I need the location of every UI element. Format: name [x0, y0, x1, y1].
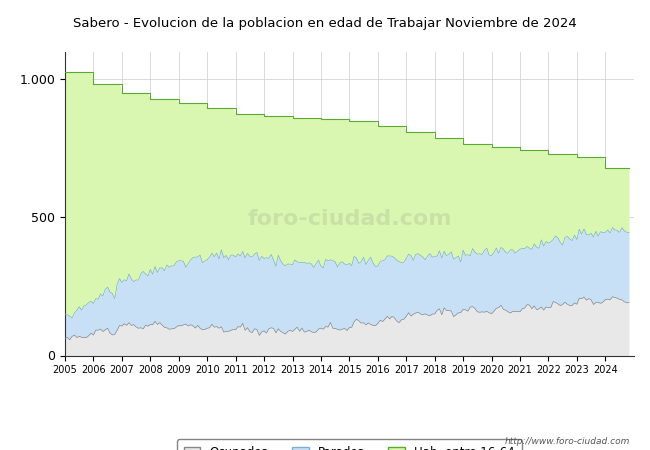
Text: Sabero - Evolucion de la poblacion en edad de Trabajar Noviembre de 2024: Sabero - Evolucion de la poblacion en ed… — [73, 17, 577, 30]
Text: foro-ciudad.com: foro-ciudad.com — [247, 209, 452, 229]
Text: http://www.foro-ciudad.com: http://www.foro-ciudad.com — [505, 436, 630, 446]
Legend: Ocupados, Parados, Hab. entre 16-64: Ocupados, Parados, Hab. entre 16-64 — [177, 439, 522, 450]
